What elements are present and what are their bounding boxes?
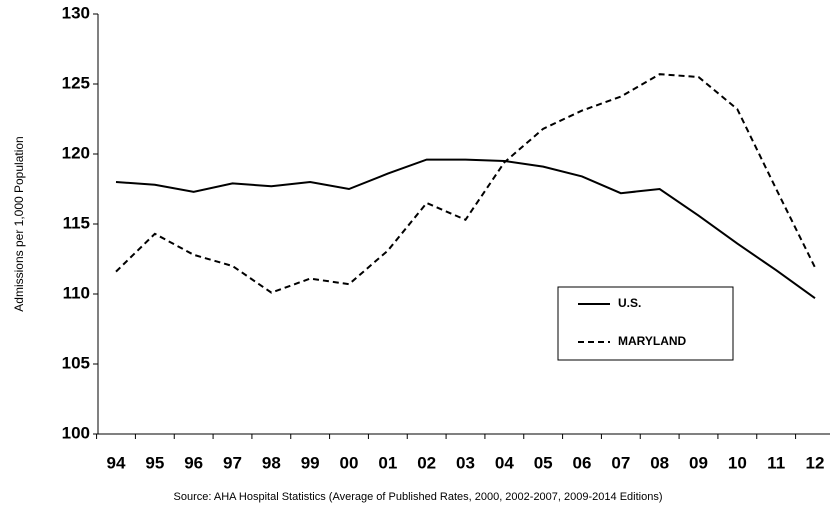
x-tick-label: 96	[184, 453, 203, 472]
x-tick-label: 04	[495, 453, 514, 472]
y-tick-label: 110	[63, 283, 90, 302]
x-tick-label: 02	[417, 453, 436, 472]
x-tick-label: 11	[767, 453, 785, 472]
series-line	[115, 73, 816, 294]
x-tick-label: 01	[378, 453, 397, 472]
y-tick-label: 100	[62, 423, 90, 442]
x-tick-label: 09	[689, 453, 708, 472]
y-tick-label: 120	[62, 143, 90, 162]
source-note: Source: AHA Hospital Statistics (Average…	[174, 491, 663, 503]
x-tick-label: 97	[223, 453, 242, 472]
legend-label: MARYLAND	[618, 334, 687, 348]
x-tick-label: 08	[650, 453, 669, 472]
x-tick-label: 03	[456, 453, 475, 472]
y-axis-label: Admissions per 1,000 Population	[12, 136, 26, 311]
x-tick-label: 05	[534, 453, 553, 472]
x-tick-label: 99	[301, 453, 320, 472]
x-tick-label: 10	[728, 453, 747, 472]
legend-label: U.S.	[618, 296, 641, 310]
y-tick-label: 130	[62, 3, 90, 22]
x-tick-label: 06	[573, 453, 592, 472]
x-tick-label: 95	[145, 453, 164, 472]
x-tick-label: 94	[107, 453, 126, 472]
y-tick-label: 115	[63, 213, 90, 232]
x-tick-label: 00	[340, 453, 359, 472]
x-tick-label: 12	[806, 453, 825, 472]
x-tick-label: 98	[262, 453, 281, 472]
x-tick-label: 07	[611, 453, 630, 472]
y-tick-label: 105	[62, 353, 90, 372]
legend-box	[557, 286, 734, 361]
y-tick-label: 125	[62, 73, 90, 92]
series-line	[115, 158, 816, 300]
